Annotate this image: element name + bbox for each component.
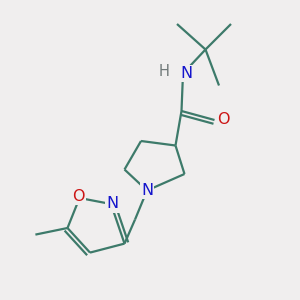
Text: N: N [106,196,119,211]
Text: N: N [141,183,153,198]
Text: O: O [72,189,84,204]
Text: O: O [217,112,229,128]
Text: H: H [159,64,170,80]
Text: N: N [181,66,193,81]
